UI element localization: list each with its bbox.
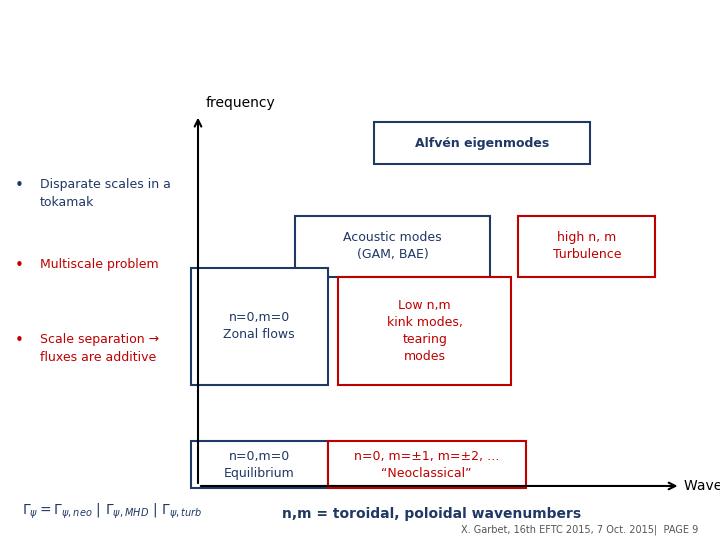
FancyBboxPatch shape bbox=[191, 441, 328, 488]
Text: high n, m
Turbulence: high n, m Turbulence bbox=[552, 231, 621, 261]
Text: frequency: frequency bbox=[205, 96, 275, 110]
Text: Disparate scales in a
tokamak: Disparate scales in a tokamak bbox=[40, 178, 171, 210]
Text: Wave number: Wave number bbox=[684, 479, 720, 493]
Text: $\Gamma_\psi = \Gamma_{\psi,neo}$$\ |\ \Gamma_{\psi,MHD}\ |\ \Gamma_{\psi,turb}$: $\Gamma_\psi = \Gamma_{\psi,neo}$$\ |\ \… bbox=[22, 502, 202, 521]
FancyBboxPatch shape bbox=[295, 216, 490, 277]
Text: •: • bbox=[14, 258, 23, 273]
Text: Acoustic modes
(GAM, BAE): Acoustic modes (GAM, BAE) bbox=[343, 231, 441, 261]
FancyBboxPatch shape bbox=[191, 267, 328, 385]
Text: X. Garbet, 16th EFTC 2015, 7 Oct. 2015|  PAGE 9: X. Garbet, 16th EFTC 2015, 7 Oct. 2015| … bbox=[461, 525, 698, 535]
FancyBboxPatch shape bbox=[328, 441, 526, 488]
Text: n=0,m=0
Equilibrium: n=0,m=0 Equilibrium bbox=[224, 450, 294, 480]
Text: Scale separation →
fluxes are additive: Scale separation → fluxes are additive bbox=[40, 333, 158, 365]
Text: n=0, m=±1, m=±2, …
“Neoclassical”: n=0, m=±1, m=±2, … “Neoclassical” bbox=[354, 450, 500, 480]
FancyBboxPatch shape bbox=[518, 216, 655, 277]
Text: Alfvén eigenmodes: Alfvén eigenmodes bbox=[415, 137, 549, 150]
Text: Scale separation and additivity principle: Scale separation and additivity principl… bbox=[105, 25, 615, 45]
Text: n,m = toroidal, poloidal wavenumbers: n,m = toroidal, poloidal wavenumbers bbox=[282, 507, 582, 521]
Text: Multiscale problem: Multiscale problem bbox=[40, 258, 158, 271]
Text: •: • bbox=[14, 333, 23, 348]
Text: Low n,m
kink modes,
tearing
modes: Low n,m kink modes, tearing modes bbox=[387, 299, 463, 363]
FancyBboxPatch shape bbox=[374, 122, 590, 164]
Text: n=0,m=0
Zonal flows: n=0,m=0 Zonal flows bbox=[223, 311, 295, 341]
Text: •: • bbox=[14, 178, 23, 193]
FancyBboxPatch shape bbox=[338, 277, 511, 385]
